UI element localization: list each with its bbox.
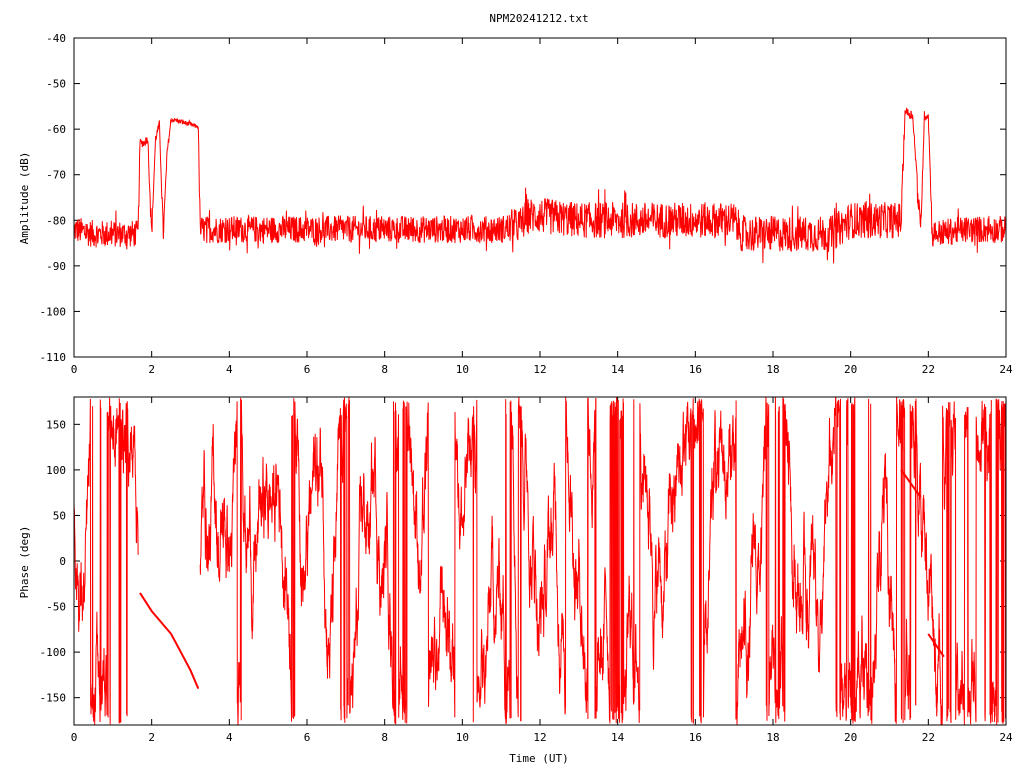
x-tick-label: 10 — [456, 363, 469, 376]
x-tick-label: 0 — [71, 731, 78, 744]
amplitude-y-axis-label: Amplitude (dB) — [18, 152, 31, 245]
x-tick-label: 2 — [148, 363, 155, 376]
y-tick-label: -100 — [40, 305, 67, 318]
y-tick-label: -70 — [46, 169, 66, 182]
phase-ticks: 0 2 4 6 8 10 12 14 16 18 20 22 24150100500-50-100-15… — [40, 397, 1013, 744]
x-tick-label: 16 — [689, 363, 702, 376]
phase-plot-frame — [73, 396, 1007, 726]
x-tick-label: 6 — [304, 363, 311, 376]
chart-title: NPM20241212.txt — [489, 12, 588, 25]
phase-drift-segment — [900, 469, 922, 498]
y-tick-label: 150 — [46, 418, 66, 431]
x-tick-label: 16 — [689, 731, 702, 744]
amplitude-series-line — [73, 107, 1007, 264]
x-tick-label: 2 — [148, 731, 155, 744]
y-tick-label: -40 — [46, 32, 66, 45]
y-tick-label: -150 — [40, 692, 67, 705]
y-tick-label: -90 — [46, 260, 66, 273]
y-tick-label: 100 — [46, 464, 66, 477]
x-tick-label: 22 — [922, 731, 935, 744]
phase-drift-segment — [927, 633, 945, 658]
x-tick-label: 4 — [226, 363, 233, 376]
x-tick-label: 24 — [999, 363, 1013, 376]
x-tick-label: 0 — [71, 363, 78, 376]
y-tick-label: -50 — [46, 601, 66, 614]
x-tick-label: 14 — [611, 731, 625, 744]
x-tick-label: 10 — [456, 731, 469, 744]
x-tick-label: 4 — [226, 731, 233, 744]
phase-drift-segment — [139, 592, 200, 689]
y-tick-label: -110 — [40, 351, 67, 364]
y-tick-label: 0 — [59, 555, 66, 568]
x-tick-label: 20 — [844, 731, 857, 744]
amplitude-plot: NPM20241212.txt Amplitude (dB) 0 2 4 6 8 10 12… — [18, 12, 1013, 376]
x-tick-label: 22 — [922, 363, 935, 376]
y-tick-label: -50 — [46, 78, 66, 91]
y-tick-label: 50 — [53, 509, 66, 522]
phase-plot: Phase (deg) Time (UT) 0 2 4 6 8 10 12 14 16 18 20 2… — [18, 396, 1013, 765]
x-tick-label: 12 — [533, 363, 546, 376]
x-tick-label: 6 — [304, 731, 311, 744]
x-tick-label: 14 — [611, 363, 625, 376]
amplitude-ticks: 0 2 4 6 8 10 12 14 16 18 20 22 24-40-50-60-70-80-90-… — [40, 32, 1013, 376]
amplitude-series — [73, 107, 1007, 264]
y-tick-label: -100 — [40, 646, 67, 659]
x-tick-label: 20 — [844, 363, 857, 376]
y-tick-label: -60 — [46, 123, 66, 136]
y-tick-label: -80 — [46, 214, 66, 227]
amplitude-plot-frame — [73, 37, 1007, 358]
phase-series — [73, 396, 1007, 725]
x-tick-label: 12 — [533, 731, 546, 744]
phase-y-axis-label: Phase (deg) — [18, 526, 31, 599]
x-tick-label: 18 — [766, 363, 779, 376]
x-tick-label: 24 — [999, 731, 1013, 744]
x-tick-label: 18 — [766, 731, 779, 744]
x-tick-label: 8 — [381, 363, 388, 376]
phase-series-line — [73, 397, 139, 725]
x-tick-label: 8 — [381, 731, 388, 744]
phase-series-line — [199, 396, 1007, 725]
phase-x-axis-label: Time (UT) — [509, 752, 569, 765]
